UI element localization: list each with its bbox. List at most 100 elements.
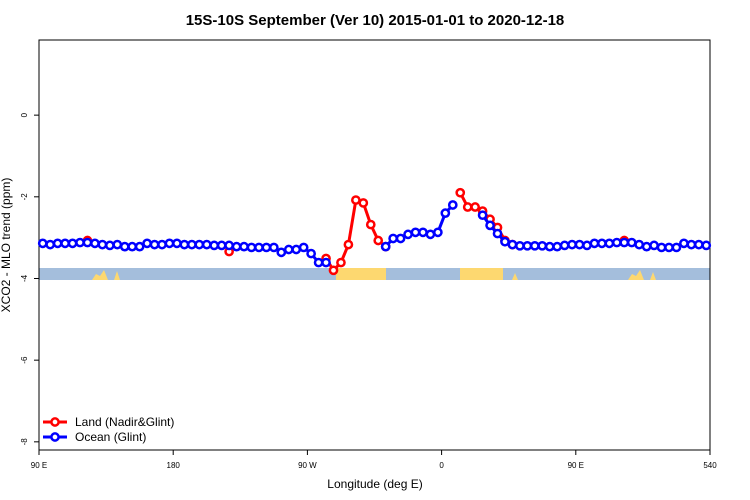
point: [351, 195, 361, 205]
point: [604, 238, 615, 249]
y-tick-label: -8: [20, 438, 29, 446]
point: [679, 238, 689, 249]
point: [433, 227, 443, 238]
point: [97, 239, 108, 250]
point: [209, 240, 220, 251]
x-tick-label: 90 E: [568, 461, 584, 470]
point: [142, 238, 152, 249]
point: [686, 239, 697, 250]
point: [112, 239, 123, 250]
point: [388, 233, 398, 244]
point: [649, 240, 659, 251]
point: [179, 239, 190, 250]
point: [634, 239, 645, 250]
point: [261, 242, 272, 253]
point: [425, 229, 436, 240]
point: [664, 242, 674, 253]
point: [440, 208, 451, 218]
point: [671, 242, 682, 253]
point: [119, 241, 130, 252]
point: [328, 265, 339, 276]
point: [127, 241, 138, 252]
point: [224, 240, 234, 251]
point: [544, 241, 555, 252]
y-axis-label: XCO2 - MLO trend (ppm): [0, 178, 13, 313]
y-tick-label: -4: [20, 274, 29, 282]
point: [395, 233, 406, 244]
y-tick-label: -6: [20, 356, 29, 364]
point: [485, 220, 495, 231]
point: [455, 187, 466, 198]
point: [246, 242, 257, 253]
x-tick-label: 540: [703, 461, 717, 470]
legend-label: Ocean (Glint): [75, 430, 146, 444]
point: [75, 237, 85, 248]
point: [134, 241, 145, 252]
point: [701, 240, 712, 251]
point: [507, 239, 518, 250]
point: [626, 237, 637, 248]
point: [403, 229, 413, 240]
point: [313, 257, 324, 268]
x-tick-label: 180: [167, 461, 181, 470]
point: [529, 240, 540, 251]
y-tick-label: 0: [20, 112, 29, 117]
point: [574, 239, 585, 250]
point: [589, 238, 600, 249]
point: [67, 238, 78, 249]
point: [172, 238, 182, 249]
point: [60, 238, 70, 249]
point: [656, 242, 667, 253]
x-tick-label: 0: [439, 461, 444, 470]
point: [537, 240, 548, 251]
point: [462, 202, 473, 212]
legend-marker: [50, 432, 60, 442]
point: [291, 244, 302, 255]
point: [283, 244, 294, 255]
point: [515, 240, 525, 251]
point: [90, 238, 100, 249]
point: [186, 239, 197, 250]
point: [470, 202, 480, 212]
point: [380, 241, 391, 252]
legend-marker: [50, 417, 60, 427]
point: [269, 242, 279, 253]
point: [358, 198, 369, 208]
point: [552, 241, 563, 252]
point: [37, 238, 48, 249]
point: [298, 242, 309, 253]
point: [597, 238, 607, 249]
x-tick-label: 90 W: [298, 461, 317, 470]
point: [641, 241, 652, 252]
point: [410, 227, 421, 238]
x-axis-label: Longitude (deg E): [327, 477, 422, 491]
point: [164, 238, 175, 249]
point: [373, 235, 384, 246]
point: [45, 239, 56, 250]
point: [231, 241, 242, 252]
point: [194, 239, 205, 250]
point: [522, 240, 533, 251]
point: [336, 257, 346, 268]
point: [567, 239, 577, 250]
point: [418, 227, 428, 238]
point: [254, 242, 264, 253]
point: [500, 236, 510, 247]
point: [52, 238, 63, 249]
y-tick-label: -2: [20, 193, 29, 201]
point: [276, 247, 287, 258]
point: [82, 237, 93, 248]
point: [321, 257, 331, 268]
land-patch: [92, 270, 120, 280]
land-patch: [336, 268, 386, 280]
point: [582, 240, 592, 251]
point: [447, 200, 458, 210]
x-tick-label: 90 E: [31, 461, 47, 470]
land-mask: [39, 268, 710, 280]
point: [149, 239, 160, 250]
point: [306, 248, 316, 259]
land-patch: [460, 268, 503, 280]
chart-title: 15S-10S September (Ver 10) 2015-01-01 to…: [186, 12, 565, 29]
point: [365, 219, 376, 230]
point: [477, 210, 488, 221]
